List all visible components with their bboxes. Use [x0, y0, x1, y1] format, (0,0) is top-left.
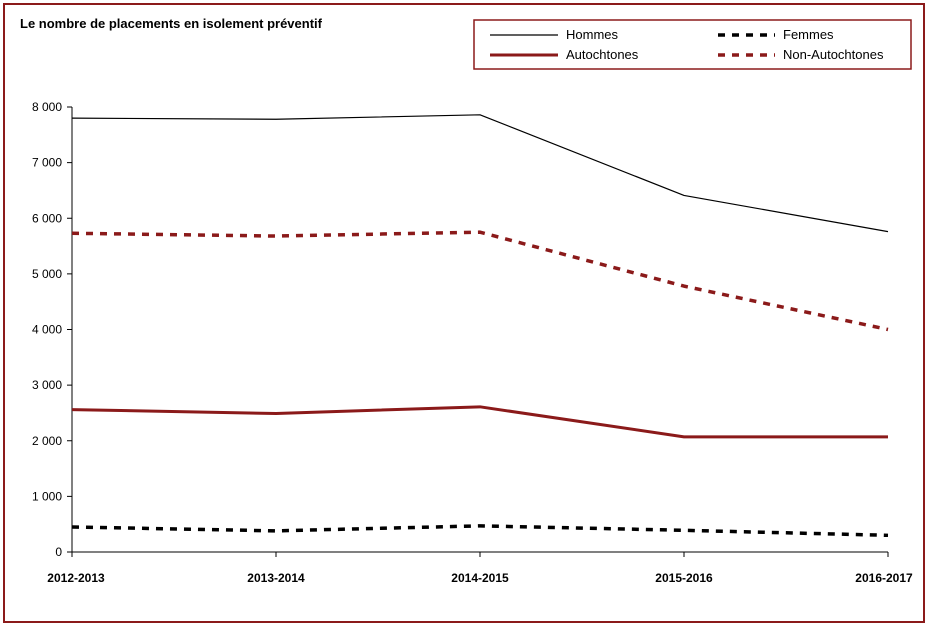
x-tick-label: 2016-2017 [855, 571, 913, 585]
y-tick-label: 8 000 [32, 100, 62, 114]
y-tick-label: 2 000 [32, 434, 62, 448]
y-tick-label: 7 000 [32, 156, 62, 170]
series-line-non-autochtones [71, 230, 889, 332]
x-tick-label: 2012-2013 [47, 571, 105, 585]
y-tick-label: 4 000 [32, 323, 62, 337]
x-tick-label: 2014-2015 [451, 571, 509, 585]
x-tick-label: 2015-2016 [655, 571, 713, 585]
legend-label-hommes: Hommes [566, 27, 619, 42]
y-tick-label: 6 000 [32, 211, 62, 225]
legend-label-non-autochtones: Non-Autochtones [783, 47, 884, 62]
x-tick-label: 2013-2014 [247, 571, 305, 585]
legend-box [473, 19, 912, 70]
y-tick-label: 3 000 [32, 378, 62, 392]
series-line-femmes [71, 524, 889, 538]
y-tick-label: 0 [55, 545, 62, 559]
chart-title: Le nombre de placements en isolement pré… [20, 16, 322, 31]
legend-label-autochtones: Autochtones [566, 47, 639, 62]
y-tick-label: 1 000 [32, 489, 62, 503]
y-tick-label: 5 000 [32, 267, 62, 281]
series-line-hommes [71, 114, 889, 233]
series-line-autochtones [71, 405, 888, 439]
legend-label-femmes: Femmes [783, 27, 834, 42]
chart-frame [3, 3, 925, 623]
